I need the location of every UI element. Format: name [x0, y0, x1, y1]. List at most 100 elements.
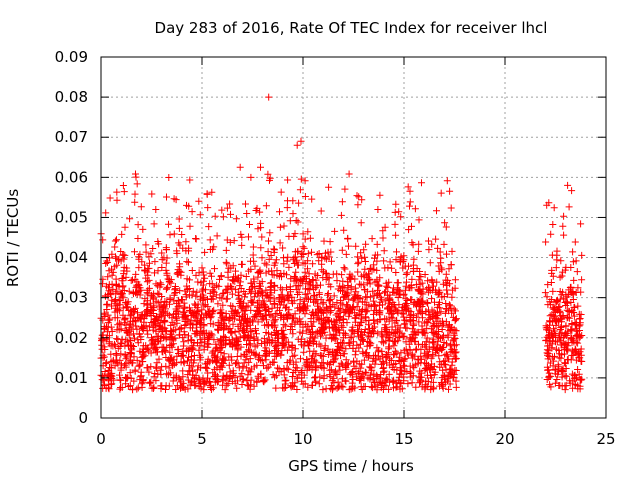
- data-point: [269, 359, 277, 366]
- y-tick-label: 0.09: [55, 48, 88, 66]
- data-point: [324, 290, 332, 297]
- data-point: [152, 321, 160, 329]
- data-point: [236, 282, 244, 290]
- data-point: [304, 290, 312, 298]
- data-point: [258, 357, 266, 365]
- data-point: [358, 315, 366, 323]
- data-point: [298, 377, 306, 385]
- data-point: [385, 294, 393, 302]
- data-point: [320, 372, 328, 380]
- data-point: [142, 322, 150, 330]
- data-point: [139, 358, 147, 365]
- data-point: [357, 249, 365, 257]
- data-point: [247, 368, 255, 376]
- data-point: [316, 373, 324, 381]
- data-point: [412, 383, 420, 391]
- data-point: [291, 230, 299, 238]
- data-point: [126, 349, 134, 356]
- data-point: [127, 357, 135, 365]
- data-point: [381, 377, 389, 385]
- data-point: [243, 210, 251, 217]
- data-point: [423, 334, 431, 342]
- data-point: [355, 280, 363, 288]
- data-point: [577, 311, 585, 318]
- data-point: [247, 173, 255, 181]
- data-point: [119, 304, 127, 312]
- data-point: [141, 261, 149, 269]
- data-point: [249, 251, 257, 259]
- data-point: [342, 288, 350, 296]
- data-point: [181, 303, 189, 311]
- data-point: [572, 338, 580, 346]
- data-point: [423, 299, 431, 306]
- data-point: [121, 223, 129, 231]
- y-tick-label: 0.08: [55, 88, 88, 106]
- data-point: [546, 298, 554, 306]
- data-point: [194, 362, 202, 370]
- data-point: [238, 241, 246, 249]
- data-point: [284, 338, 292, 346]
- data-point: [345, 170, 353, 178]
- data-point: [339, 383, 347, 391]
- data-point: [280, 384, 288, 392]
- data-point: [352, 347, 360, 355]
- data-point: [546, 381, 554, 389]
- data-point: [445, 265, 453, 273]
- data-point: [400, 320, 408, 328]
- data-point: [163, 193, 170, 201]
- data-point: [405, 284, 413, 292]
- data-point: [295, 199, 303, 207]
- data-point: [349, 384, 357, 392]
- data-point: [341, 377, 349, 385]
- data-point: [226, 238, 234, 246]
- data-point: [385, 370, 393, 378]
- data-point: [306, 234, 314, 242]
- data-point: [133, 356, 141, 364]
- data-point: [386, 355, 394, 363]
- data-point: [426, 259, 434, 267]
- data-point: [109, 268, 117, 276]
- data-point: [433, 323, 441, 331]
- data-point: [121, 251, 129, 259]
- data-point: [337, 359, 345, 367]
- data-point: [126, 382, 134, 390]
- data-point: [113, 261, 121, 269]
- data-point: [401, 367, 409, 375]
- data-point: [433, 278, 441, 286]
- data-point: [106, 315, 114, 323]
- data-point: [183, 282, 191, 290]
- data-point: [363, 307, 371, 315]
- data-point: [162, 266, 170, 274]
- data-point: [430, 371, 438, 379]
- data-point: [122, 299, 130, 306]
- data-point: [374, 281, 382, 289]
- data-point: [560, 212, 568, 220]
- data-point: [117, 339, 125, 347]
- data-point: [162, 386, 169, 393]
- data-point: [324, 345, 332, 353]
- data-point: [571, 303, 579, 311]
- data-point: [195, 269, 203, 277]
- data-point: [574, 350, 582, 358]
- data-point: [220, 326, 228, 334]
- data-point: [344, 289, 352, 297]
- data-point: [417, 352, 425, 360]
- data-point: [129, 317, 137, 325]
- data-point: [165, 220, 172, 228]
- data-point: [414, 247, 422, 255]
- data-point: [391, 220, 399, 228]
- data-point: [111, 340, 118, 348]
- data-point: [160, 316, 168, 324]
- data-point: [147, 378, 155, 386]
- data-point: [576, 315, 584, 323]
- data-point: [192, 371, 200, 379]
- data-point: [368, 327, 376, 335]
- data-point: [205, 340, 213, 348]
- data-point: [191, 330, 199, 338]
- data-point: [577, 376, 585, 384]
- y-tick-label: 0.05: [55, 208, 88, 226]
- data-point: [568, 320, 576, 327]
- data-point: [300, 371, 308, 379]
- data-point: [544, 281, 552, 289]
